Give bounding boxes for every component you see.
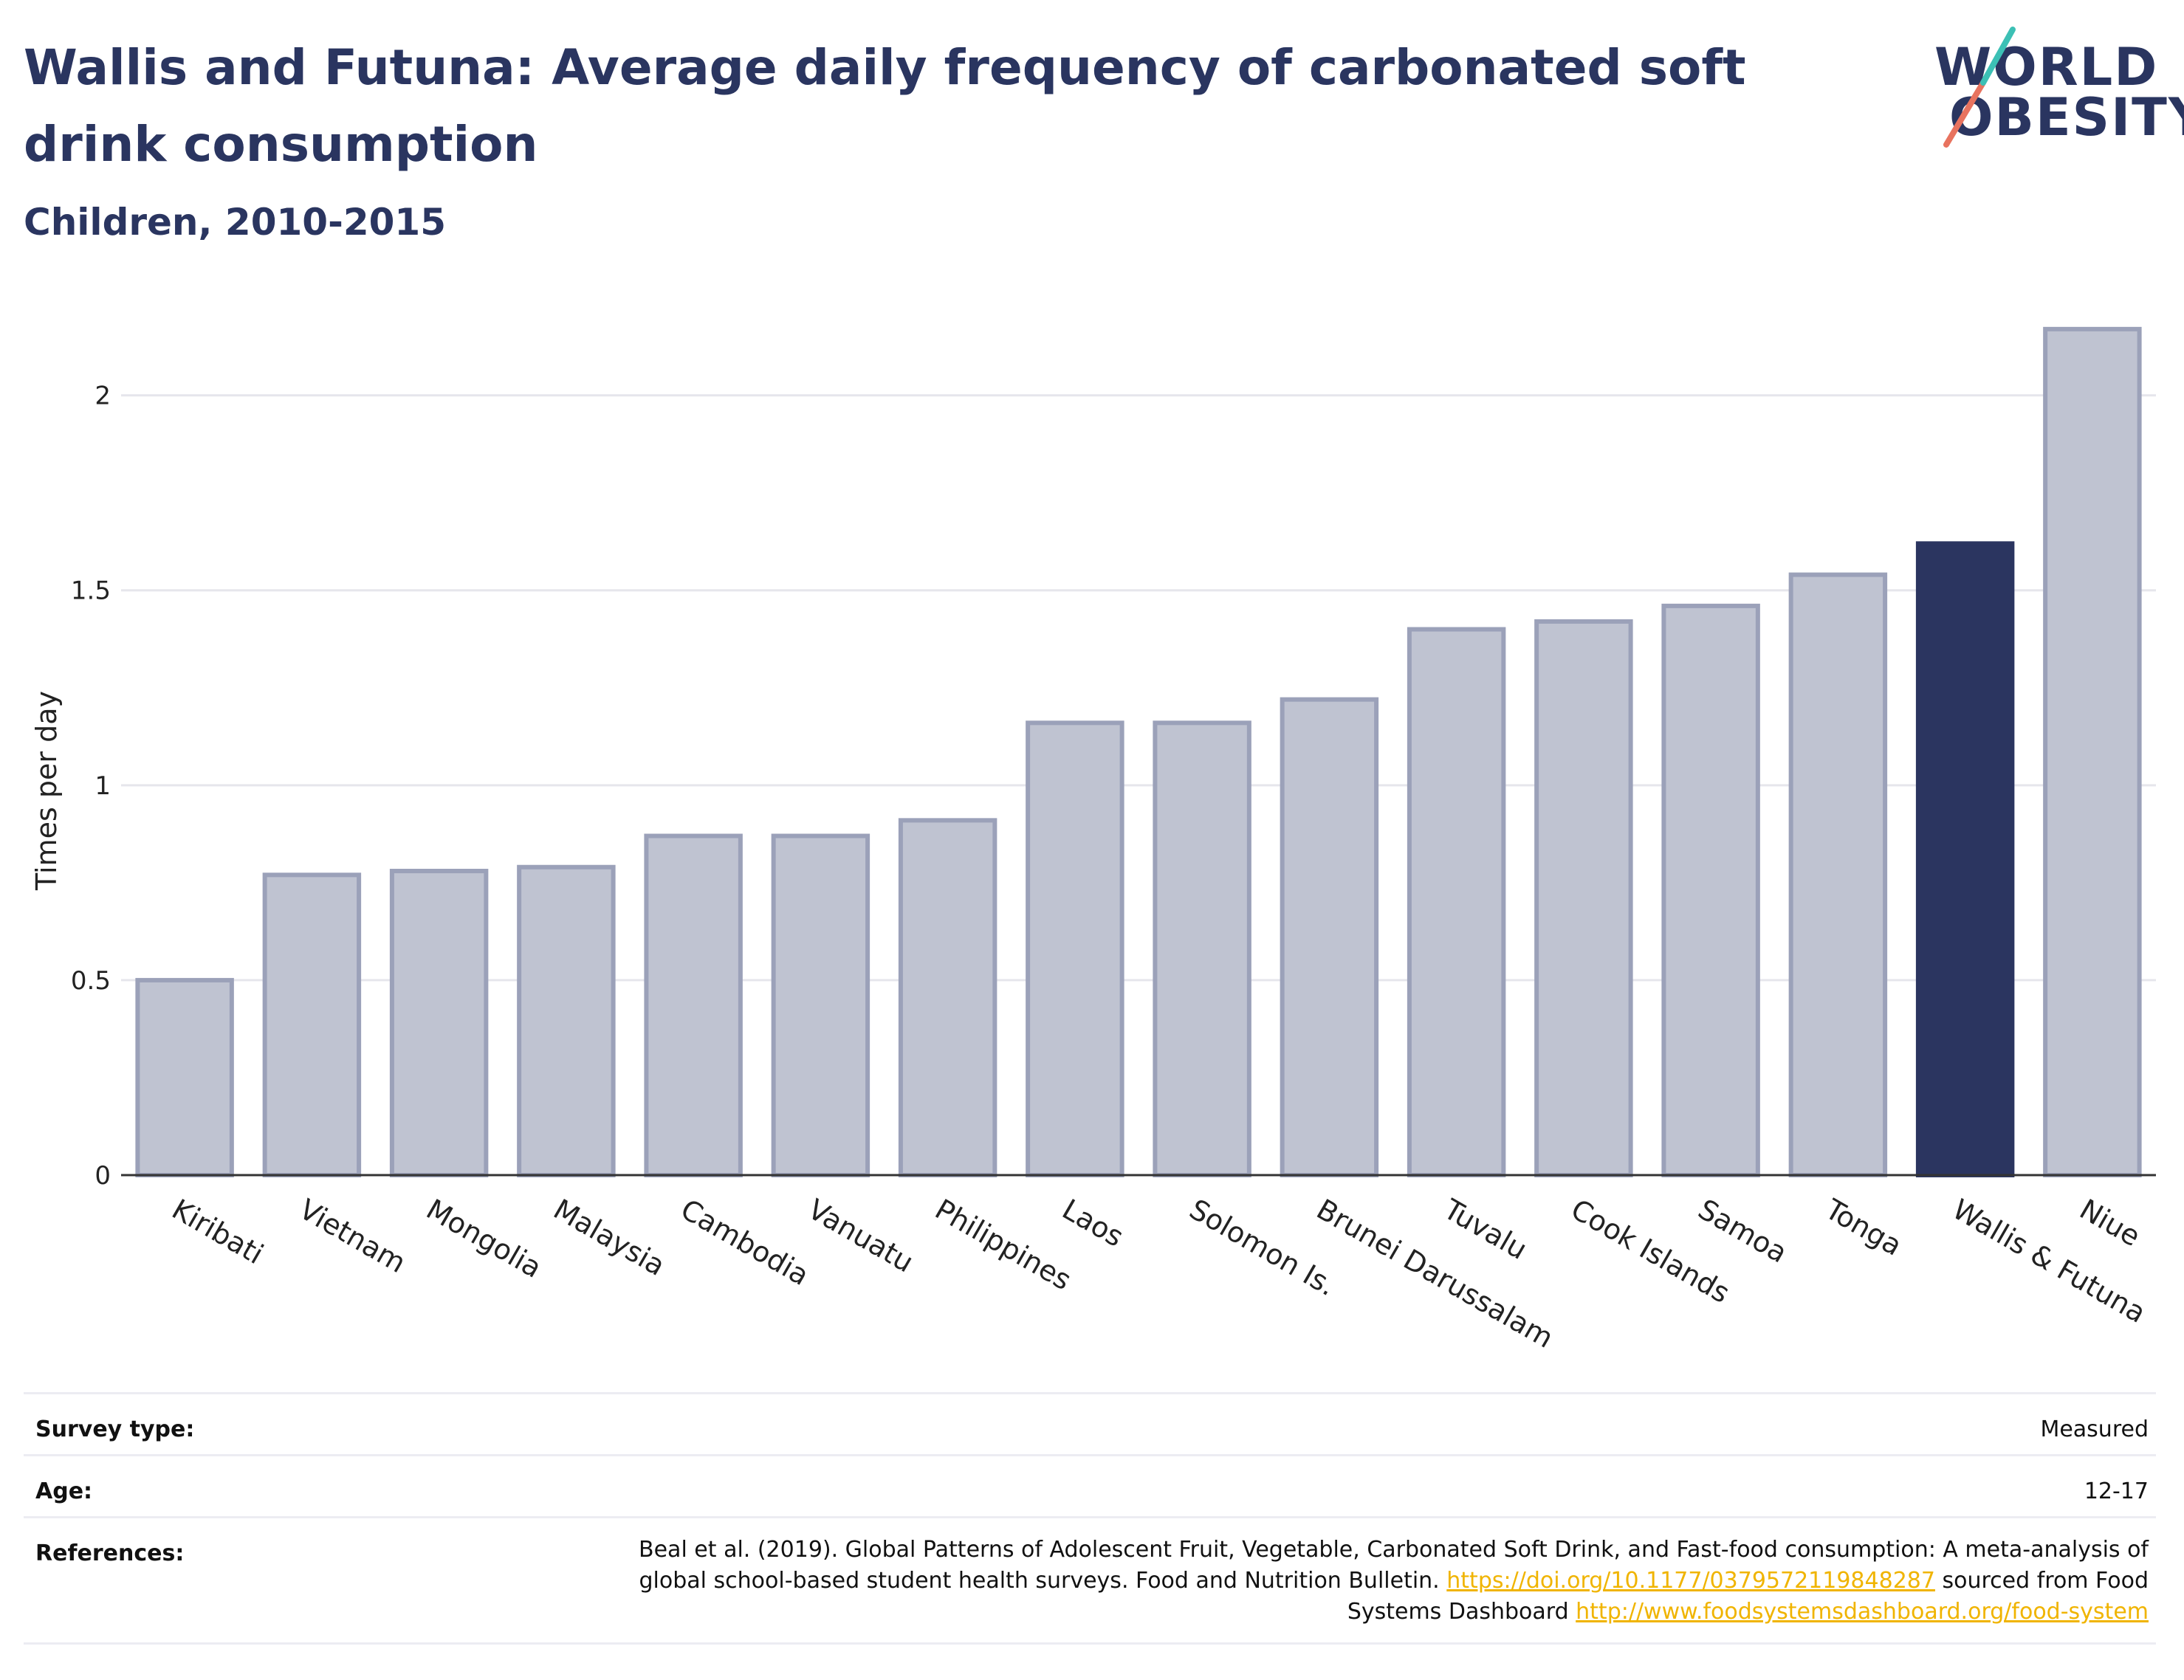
x-tick-label: Vanuatu — [803, 1193, 919, 1278]
bar-mongolia[interactable] — [389, 869, 489, 1177]
bar-wallis-futuna[interactable] — [1915, 541, 2015, 1177]
bar-kiribati[interactable] — [135, 977, 234, 1177]
reference-source: sourced from Food Systems Dashboard — [1347, 1568, 2149, 1625]
x-tick-label: Vietnam — [294, 1193, 411, 1279]
bar-vietnam[interactable] — [262, 872, 362, 1178]
x-tick-label: Tonga — [1819, 1192, 1907, 1261]
references-label: References: — [35, 1540, 185, 1566]
age-label: Age: — [35, 1478, 93, 1504]
references-row: References: Beal et al. (2019). Global P… — [24, 1516, 2156, 1645]
survey-type-value: Measured — [2040, 1416, 2149, 1442]
y-tick-label: 1 — [95, 771, 111, 801]
world-obesity-logo: WORLD OBESITY — [1920, 21, 2184, 154]
y-tick-label: 0 — [95, 1161, 111, 1191]
y-tick-label: 1.5 — [71, 576, 111, 606]
age-value: 12-17 — [2084, 1478, 2149, 1504]
bar-philippines[interactable] — [898, 818, 997, 1177]
logo-word-2: OBESITY — [1949, 87, 2184, 148]
x-tick-label: Kiribati — [167, 1193, 269, 1270]
bar-chart: 0 0.5 1 1.5 2 Kiribati Vietnam Mongolia Malaysia… — [30, 326, 2156, 1354]
age-row: Age: 12-17 — [24, 1454, 2156, 1518]
bar-tonga[interactable] — [1788, 572, 1888, 1177]
reference-citation: Beal et al. (2019). Global Patterns of A… — [639, 1537, 2149, 1594]
bar-samoa[interactable] — [1661, 603, 1760, 1177]
bars — [135, 326, 2142, 1178]
bar-laos[interactable] — [1026, 720, 1124, 1177]
x-tick-label: Malaysia — [548, 1193, 670, 1282]
chart-title: Wallis and Futuna: Average daily frequen… — [24, 39, 1746, 173]
x-tick-label: Mongolia — [421, 1193, 547, 1284]
survey-type-row: Survey type: Measured — [24, 1392, 2156, 1456]
x-tick-label: Samoa — [1693, 1193, 1793, 1270]
bar-brunei-darussalam[interactable] — [1280, 697, 1379, 1177]
y-tick-label: 0.5 — [71, 966, 111, 996]
bar-malaysia[interactable] — [517, 864, 616, 1177]
x-tick-label: Brunei Darussalam — [1311, 1193, 1559, 1354]
x-tick-label: Philippines — [930, 1193, 1076, 1296]
reference-text: Beal et al. (2019). Global Patterns of A… — [598, 1535, 2149, 1628]
dashboard-link[interactable]: http://www.foodsystemsdashboard.org/food… — [1576, 1599, 2149, 1625]
x-tick-label: Cambodia — [676, 1193, 814, 1292]
x-tick-label: Laos — [1057, 1193, 1129, 1253]
bar-cambodia[interactable] — [644, 833, 743, 1177]
bar-solomon-is-[interactable] — [1153, 720, 1251, 1177]
doi-link[interactable]: https://doi.org/10.1177/0379572119848287 — [1446, 1568, 1935, 1594]
y-tick-label: 2 — [95, 382, 111, 411]
bar-niue[interactable] — [2043, 326, 2142, 1177]
logo-slash-icon — [1943, 27, 2016, 148]
bar-cook-islands[interactable] — [1534, 619, 1633, 1177]
chart-subtitle: Children, 2010-2015 — [24, 201, 446, 244]
survey-type-label: Survey type: — [35, 1416, 195, 1442]
logo-word-1: WORLD — [1934, 37, 2159, 97]
y-axis-label: Times per day — [30, 691, 63, 891]
x-tick-label: Niue — [2074, 1193, 2146, 1253]
x-tick-label: Tuvalu — [1438, 1192, 1532, 1266]
bar-tuvalu[interactable] — [1407, 627, 1506, 1177]
bar-vanuatu[interactable] — [771, 833, 870, 1177]
